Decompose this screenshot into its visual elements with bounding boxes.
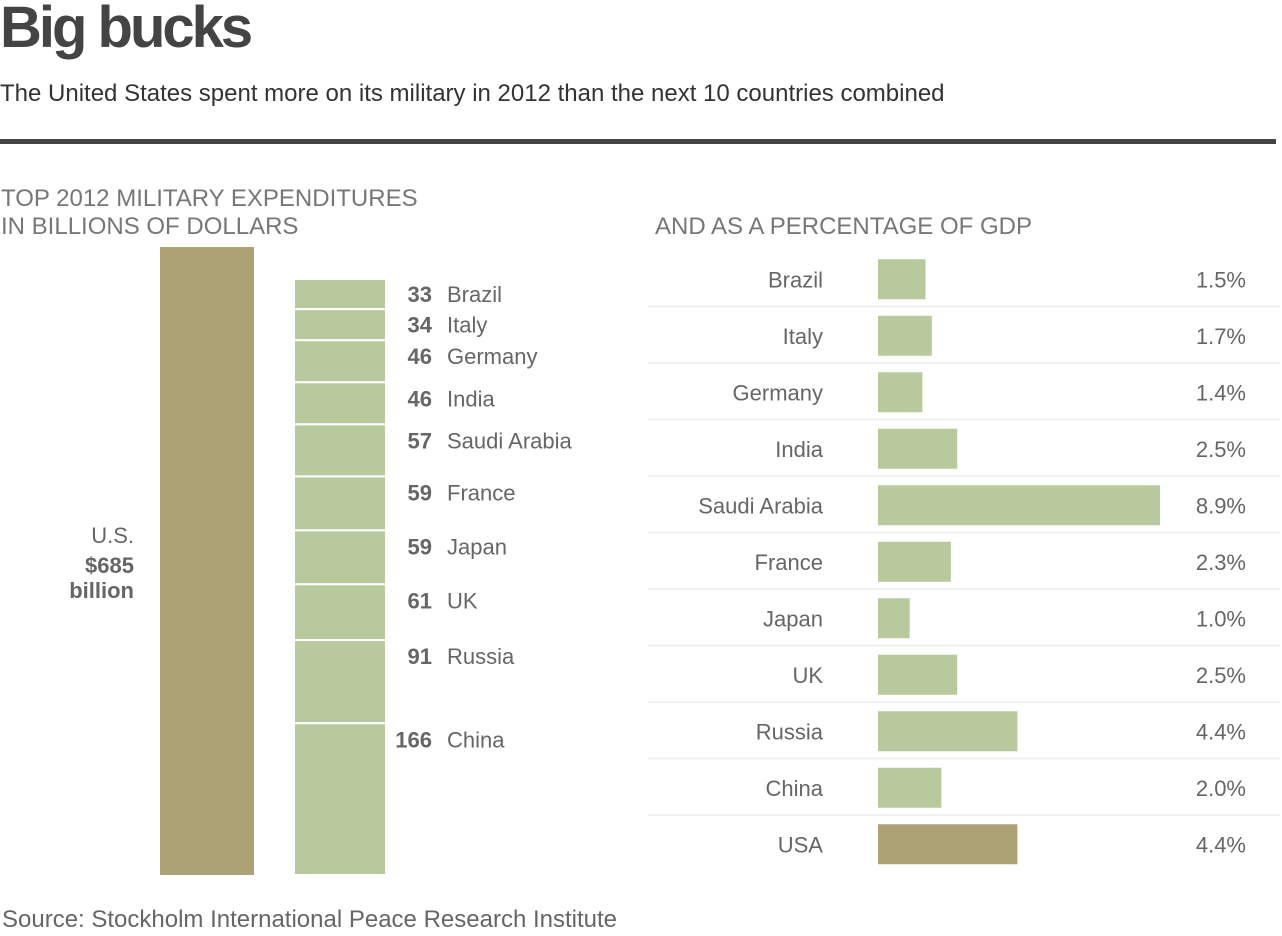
gdp-bar-france (878, 541, 951, 582)
gdp-value-italy: 1.7% (1196, 324, 1246, 349)
spending-value-india: 46 (408, 386, 432, 411)
source-note: Source: Stockholm International Peace Re… (2, 906, 617, 933)
spending-segment-france (293, 475, 387, 532)
spending-segment-saudi-arabia (293, 423, 387, 478)
gdp-country-brazil: Brazil (768, 267, 823, 292)
gdp-value-france: 2.3% (1196, 550, 1246, 575)
gdp-country-japan: Japan (763, 606, 823, 631)
spending-segment-india (293, 381, 387, 426)
spending-country-china: China (447, 727, 505, 752)
spending-country-italy: Italy (447, 313, 487, 338)
gdp-value-japan: 1.0% (1196, 606, 1246, 631)
gdp-country-germany: Germany (733, 380, 823, 405)
gdp-percentage-chart: Brazil 1.5% Italy 1.7% Germany 1.4% India 2.5% S… (648, 259, 1280, 865)
spending-value-france: 59 (408, 480, 432, 505)
gdp-country-saudi-arabia: Saudi Arabia (698, 493, 824, 518)
gdp-country-russia: Russia (756, 719, 824, 744)
left-heading-line-2: IN BILLIONS OF DOLLARS (1, 213, 299, 240)
us-label: U.S. (91, 523, 134, 548)
gdp-bar-usa (878, 824, 1018, 865)
spending-value-italy: 34 (408, 313, 433, 338)
gdp-country-uk: UK (792, 663, 823, 688)
spending-value-russia: 91 (408, 644, 432, 669)
spending-value-uk: 61 (408, 588, 432, 613)
gdp-bar-china (878, 767, 942, 808)
gdp-bar-russia (878, 711, 1018, 752)
gdp-value-saudi-arabia: 8.9% (1196, 493, 1246, 518)
left-heading-line-1: TOP 2012 MILITARY EXPENDITURES (1, 185, 418, 212)
spending-country-brazil: Brazil (447, 282, 502, 307)
spending-country-russia: Russia (447, 644, 515, 669)
spending-value-saudi-arabia: 57 (408, 428, 432, 453)
gdp-value-india: 2.5% (1196, 437, 1246, 462)
us-value-label: $685 (85, 553, 134, 578)
gdp-value-russia: 4.4% (1196, 719, 1246, 744)
spending-value-japan: 59 (408, 534, 432, 559)
header-divider (0, 139, 1276, 144)
gdp-country-france: France (755, 550, 823, 575)
gdp-country-china: China (766, 776, 824, 801)
spending-country-japan: Japan (447, 534, 507, 559)
gdp-bar-germany (878, 372, 923, 413)
gdp-country-italy: Italy (783, 324, 823, 349)
gdp-bar-japan (878, 598, 910, 639)
spending-segment-russia (293, 639, 387, 725)
spending-segment-uk (293, 583, 387, 642)
gdp-bar-uk (878, 654, 958, 695)
us-spending-bar (160, 247, 254, 875)
spending-country-france: France (447, 480, 515, 505)
spending-country-uk: UK (447, 588, 478, 613)
gdp-country-india: India (775, 437, 823, 462)
spending-value-germany: 46 (408, 344, 432, 369)
gdp-bar-india (878, 428, 958, 469)
chart-subtitle: The United States spent more on its mili… (0, 80, 945, 107)
spending-value-brazil: 33 (408, 282, 432, 307)
gdp-value-germany: 1.4% (1196, 380, 1246, 405)
gdp-value-uk: 2.5% (1196, 663, 1246, 688)
spending-country-india: India (447, 386, 495, 411)
gdp-value-china: 2.0% (1196, 776, 1246, 801)
gdp-bar-brazil (878, 259, 926, 300)
gdp-bar-italy (878, 315, 932, 356)
left-chart-heading: TOP 2012 MILITARY EXPENDITURES IN BILLIO… (1, 185, 418, 241)
spending-value-china: 166 (395, 727, 432, 752)
chart-title: Big bucks (0, 0, 253, 60)
gdp-value-usa: 4.4% (1196, 832, 1246, 857)
us-unit-label: billion (69, 578, 134, 603)
right-chart-heading: AND AS A PERCENTAGE OF GDP (655, 213, 1032, 240)
gdp-value-brazil: 1.5% (1196, 267, 1246, 292)
gdp-bar-saudi-arabia (878, 485, 1160, 526)
spending-segment-italy (293, 308, 387, 342)
spending-country-germany: Germany (447, 344, 537, 369)
spending-segment-china (293, 722, 387, 877)
spending-segment-brazil (293, 278, 387, 311)
gdp-country-usa: USA (778, 832, 824, 857)
spending-country-saudi-arabia: Saudi Arabia (447, 428, 573, 453)
